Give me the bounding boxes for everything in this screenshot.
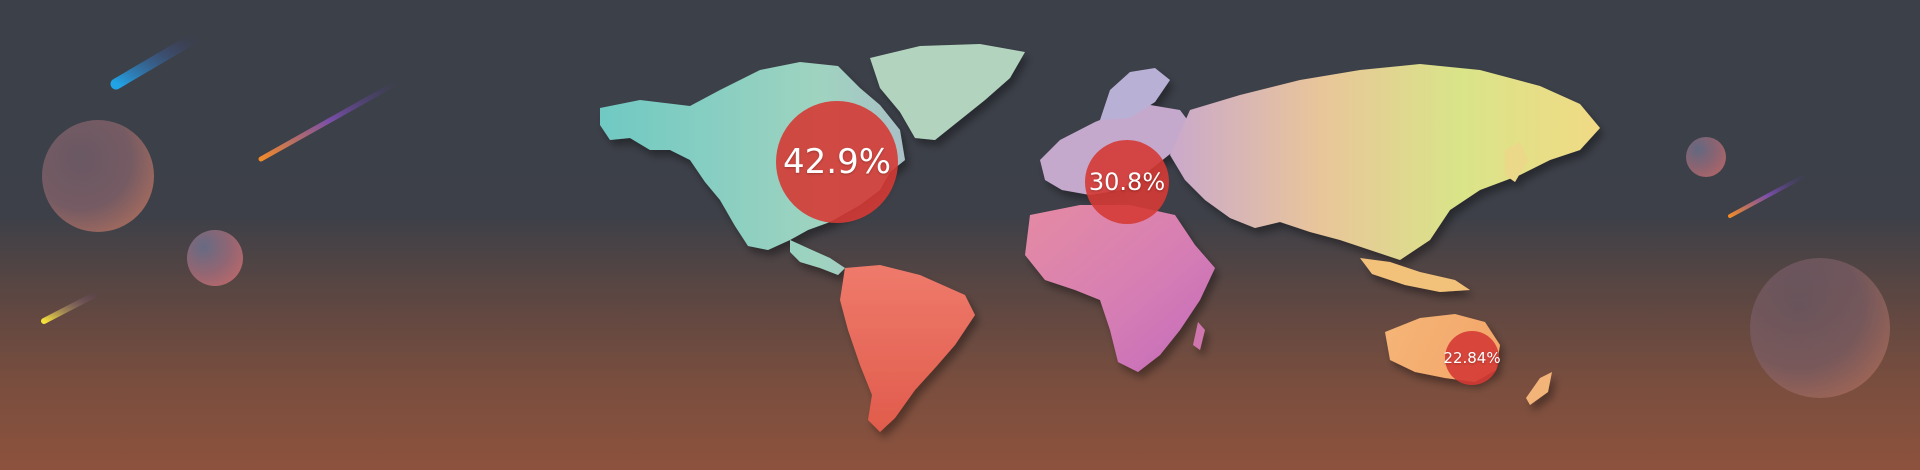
meteor-orange [258,79,401,162]
continent-central-america [790,240,845,275]
continent-south-america [840,265,975,432]
marker-australia [1445,331,1499,385]
marker-north-america [776,101,898,223]
marker-label-australia: 22.84% [1443,349,1501,367]
decorative-meteors [41,31,1808,324]
continent-southeast-asia [1360,258,1470,292]
continents [600,44,1600,432]
continent-madagascar [1193,322,1205,350]
continent-japan [1505,142,1528,182]
meteor-yellow [41,290,101,324]
meteor-blue [110,31,202,90]
meteor-orange-right [1728,173,1808,218]
decorative-orbs [42,120,1890,398]
orb-left-small [187,230,243,286]
continent-asia [1170,64,1600,260]
orb-right-large [1750,258,1890,398]
orb-right-small [1686,137,1726,177]
continent-scandinavia [1100,68,1170,120]
marker-label-north-america: 42.9% [782,142,892,182]
continent-africa [1025,205,1215,372]
continent-new-zealand [1526,372,1552,405]
orb-left-large [42,120,154,232]
marker-europe [1085,140,1169,224]
marker-label-europe: 30.8% [1088,168,1166,196]
percentage-markers [776,101,1499,385]
continent-greenland [870,44,1025,140]
